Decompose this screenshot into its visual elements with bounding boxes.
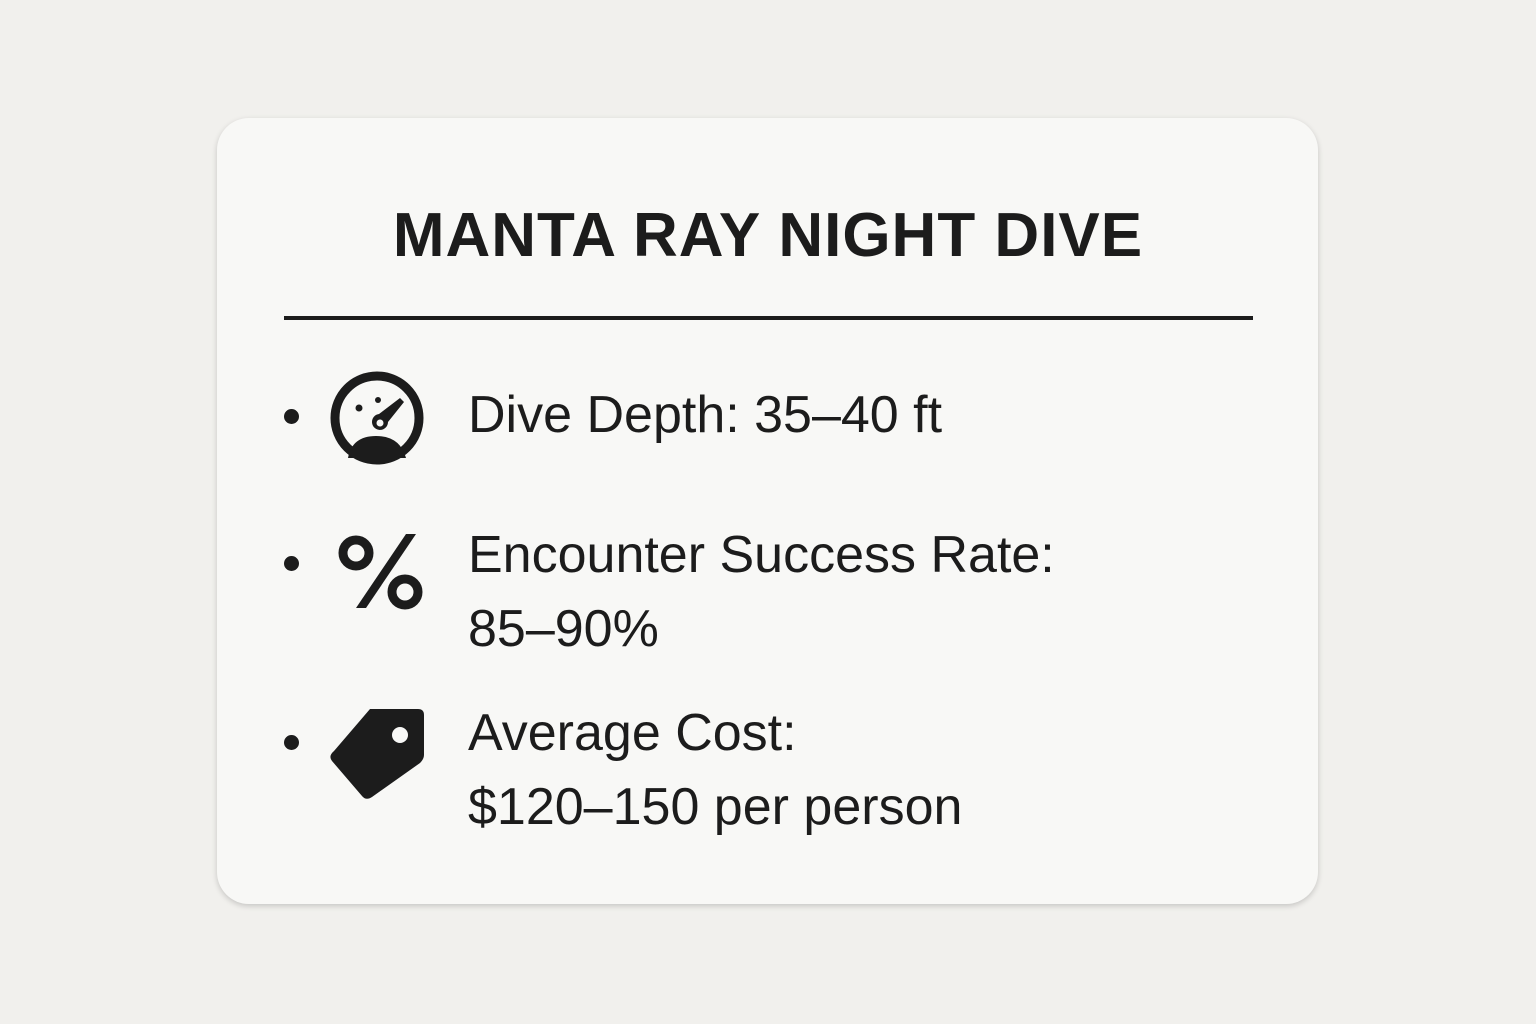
item-line: Average Cost: bbox=[468, 704, 797, 762]
item-line: 85–90% bbox=[468, 600, 659, 658]
bullet bbox=[284, 556, 299, 571]
item-line: $120–150 per person bbox=[468, 778, 963, 836]
divider bbox=[284, 316, 1253, 320]
item-line: Encounter Success Rate: bbox=[468, 526, 1055, 584]
card-title: MANTA RAY NIGHT DIVE bbox=[392, 201, 1144, 270]
price-tag-icon bbox=[330, 709, 424, 799]
item-line: Dive Depth: 35–40 ft bbox=[468, 386, 943, 444]
percent-icon bbox=[338, 534, 423, 610]
success-rate-text: Encounter Success Rate: 85–90% bbox=[468, 518, 1055, 666]
average-cost-text: Average Cost: $120–150 per person bbox=[468, 696, 962, 844]
dive-depth-text: Dive Depth: 35–40 ft bbox=[468, 378, 942, 452]
bullet bbox=[284, 735, 299, 750]
bullet bbox=[284, 409, 299, 424]
gauge-icon bbox=[330, 371, 424, 465]
